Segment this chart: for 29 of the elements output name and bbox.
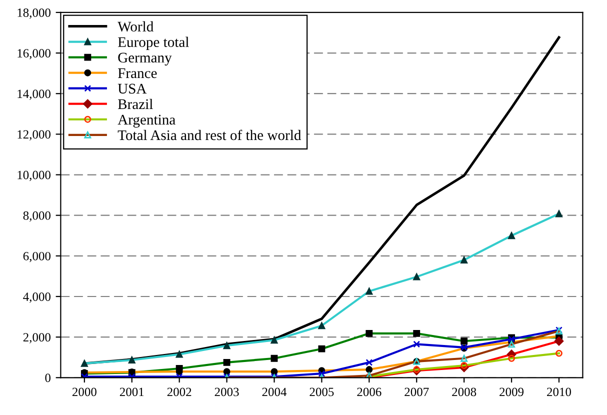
y-tick-label: 6,000	[23, 252, 50, 262]
x-tick-label: 2001	[120, 388, 144, 396]
y-tick-label: 2,000	[23, 333, 50, 344]
legend-label: France	[118, 68, 157, 78]
x-tick-label: 2000	[72, 388, 96, 396]
legend-label: Brazil	[118, 98, 153, 110]
y-tick-label: 18,000	[18, 8, 50, 19]
x-tick-label: 2008	[452, 388, 476, 396]
legend-label: Europe total	[118, 36, 189, 50]
x-tick-label: 2010	[547, 388, 572, 396]
x-tick-label: 2003	[214, 388, 239, 396]
x-tick-label: 2007	[404, 388, 429, 396]
legend-label: Germany	[118, 52, 172, 66]
x-tick-label: 2006	[357, 388, 382, 396]
y-tick-label: 16,000	[18, 49, 50, 60]
legend-label: Argentina	[118, 114, 176, 128]
legend-label: USA	[118, 84, 147, 94]
x-tick-label: 2002	[167, 388, 192, 396]
y-tick-label: 4,000	[23, 292, 50, 303]
legend-label: World	[118, 21, 154, 32]
y-tick-label: 10,000	[18, 170, 50, 182]
y-tick-label: 14,000	[18, 90, 50, 100]
x-tick-label: 2005	[310, 388, 334, 396]
y-tick-label: 12,000	[18, 130, 50, 140]
x-tick-label: 2009	[500, 388, 524, 396]
x-tick-label: 2004	[262, 388, 287, 396]
y-tick-label: 8,000	[23, 211, 50, 222]
legend-label: Total Asia and rest of the world	[118, 130, 302, 140]
y-tick-label: 0	[45, 374, 50, 382]
